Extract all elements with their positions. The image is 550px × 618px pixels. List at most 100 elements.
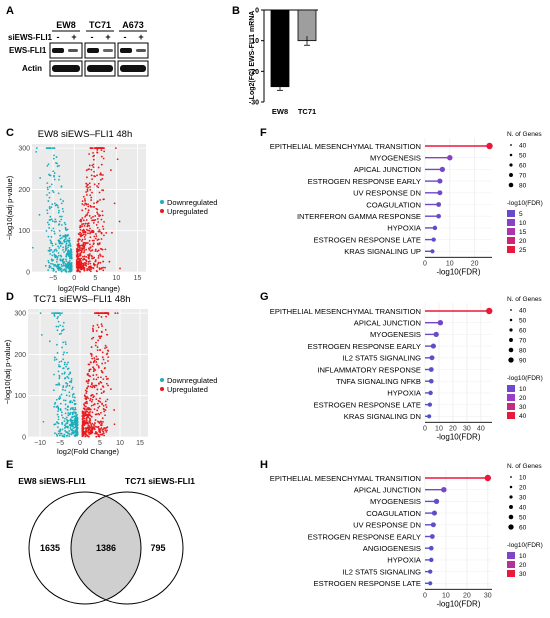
volcano-point [82,434,85,437]
volcano-point [84,207,87,210]
volcano-point [55,249,58,252]
volcano-point [57,406,60,409]
volcano-point [49,174,52,177]
volcano-point [69,243,72,245]
volcano-x-tick-label: 15 [134,275,142,282]
blot-band [120,48,132,53]
volcano-point [68,237,71,240]
color-legend-swatch [507,552,515,559]
volcano-point [86,421,89,424]
volcano-point [57,254,60,257]
volcano-point [67,234,69,236]
volcano-point [68,373,70,376]
volcano-point [66,239,69,242]
volcano-c-title: EW8 siEWS–FLI1 48h [38,129,133,140]
lollipop-dot [431,237,436,242]
volcano-point [49,253,52,255]
volcano-point [80,261,83,264]
volcano-point [89,265,92,268]
volcano-point [88,426,90,429]
volcano-point [56,267,59,270]
volcano-point [69,248,72,250]
volcano-point [50,218,53,221]
volcano-point [91,219,93,222]
volcano-point [89,188,92,191]
volcano-y-tick-label: 0 [22,435,26,442]
volcano-point [64,361,66,364]
volcano-point [91,239,94,242]
volcano-point [57,320,60,323]
size-legend-label: 40 [519,142,527,149]
volcano-point [57,206,60,209]
color-legend-label: 20 [519,238,527,245]
volcano-point [64,223,67,226]
volcano-point [54,256,57,259]
lollipop-dot [484,474,492,482]
volcano-point [61,428,64,431]
volcano-point [90,400,93,403]
volcano-point [48,223,50,226]
volcano-point [90,217,93,219]
volcano-point [66,252,69,255]
x-tick-label: 0 [423,425,427,432]
volcano-point [102,198,105,201]
term-label: MYOGENESIS [370,154,421,163]
panel-label-e: E [6,459,13,471]
volcano-point [39,312,42,315]
volcano-point [58,269,60,272]
volcano-point [79,238,81,241]
volcano-point [89,250,92,252]
volcano-point [97,420,99,423]
volcano-point [96,264,99,266]
volcano-point [51,259,53,262]
volcano-point [51,263,54,265]
volcano-point [88,182,91,185]
volcano-point [59,365,62,368]
volcano-point [83,235,86,238]
volcano-point [100,335,103,338]
volcano-point [92,242,95,245]
volcano-point [99,349,101,352]
volcano-point [87,266,90,269]
volcano-point [84,234,87,236]
x-axis-label: -log10(FDR) [436,599,480,608]
volcano-point [96,174,98,177]
volcano-point [85,256,88,258]
volcano-point [97,255,100,257]
x-tick-label: 0 [423,260,427,267]
term-label: HYPOXIA [387,389,422,398]
volcano-point [63,435,66,438]
volcano-point [58,364,60,366]
volcano-point [47,235,50,238]
size-legend-dot [510,309,512,311]
volcano-point [60,414,63,417]
panel-label-f: F [260,127,267,139]
volcano-point [68,380,71,383]
volcano-point [48,227,51,229]
volcano-point [96,250,99,253]
volcano-point [95,235,98,237]
volcano-x-tick-label: 0 [78,440,82,447]
volcano-point [119,267,121,270]
volcano-point [93,235,96,238]
volcano-point [104,266,106,269]
volcano-point [86,224,89,227]
volcano-point [75,430,77,432]
volcano-point [76,426,79,429]
volcano-point [75,259,78,262]
volcano-point [87,203,89,206]
volcano-point [59,324,62,327]
volcano-point [48,173,50,176]
volcano-point [67,425,69,428]
volcano-point [101,210,104,213]
volcano-point [89,410,91,413]
volcano-point [46,194,48,196]
panel-label-d: D [6,291,14,303]
volcano-point [46,188,49,191]
lollipop-dot [486,142,493,150]
volcano-point [96,213,99,215]
volcano-point [58,382,60,385]
volcano-point [55,270,57,273]
term-label: EPITHELIAL MESENCHYMAL TRANSITION [270,307,421,316]
x-tick-label: 30 [463,425,471,432]
